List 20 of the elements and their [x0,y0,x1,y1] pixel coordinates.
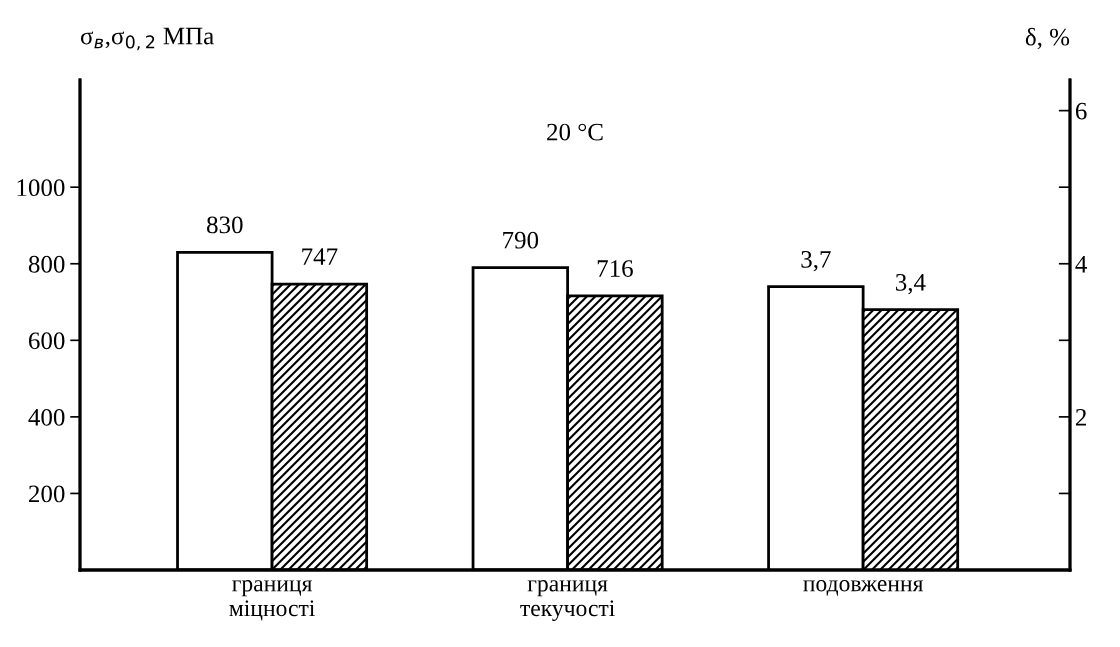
x-tick-label: границя текучості [520,580,615,622]
data-label: 747 [302,248,338,265]
data-label: 830 [207,216,243,234]
y2-tick-label: 6 [1075,102,1087,120]
y2-tick-label: 4 [1075,255,1087,273]
y2-axis-title: δ, % [1025,27,1070,50]
y-tick-label: 800 [28,255,65,273]
data-label: 3,4 [895,273,926,295]
y-tick-label: 1000 [17,179,65,197]
y-axis-title: σ$_{в}$,σ$_{0,2}$ МПа [80,27,214,51]
data-label: 716 [597,260,633,277]
data-label: 3,7 [801,250,831,272]
text: 20 °C [547,123,603,141]
x-tick-label: подовження [803,580,924,596]
data-label: 790 [503,231,539,249]
y-tick-label: 400 [28,408,65,426]
y-tick-label: 600 [28,332,65,350]
y-tick-label: 200 [29,485,65,503]
x-tick-label: границя міцності [229,580,315,621]
y2-tick-label: 2 [1075,408,1086,426]
